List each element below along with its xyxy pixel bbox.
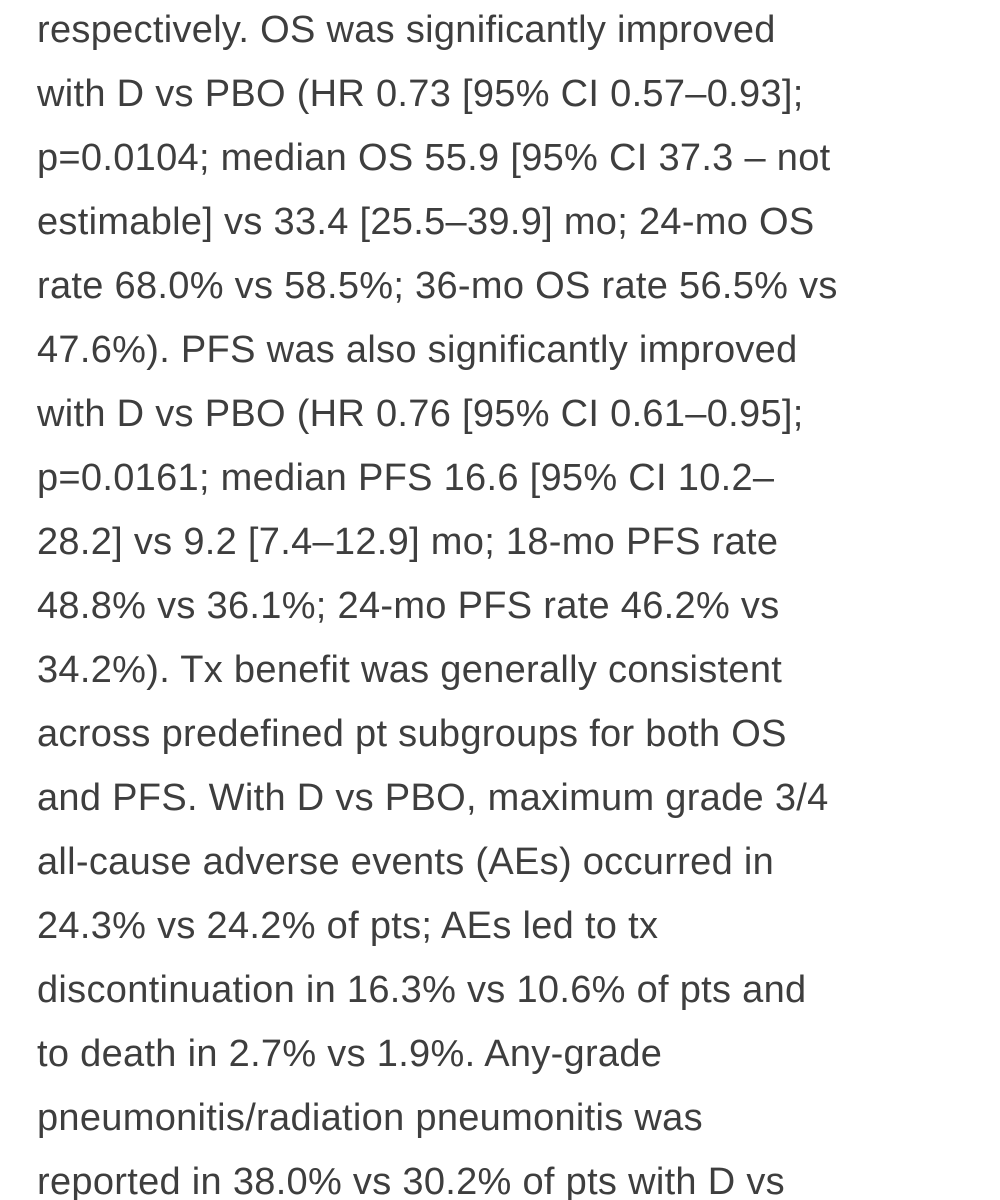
text-line: p=0.0161; median PFS 16.6 [95% CI 10.2–	[37, 457, 775, 499]
text-line: to death in 2.7% vs 1.9%. Any-grade	[37, 1033, 663, 1075]
text-line: 24.3% vs 24.2% of pts; AEs led to tx	[37, 905, 659, 947]
text-line: estimable] vs 33.4 [25.5–39.9] mo; 24-mo…	[37, 201, 815, 243]
text-line: 34.2%). Tx benefit was generally consist…	[37, 649, 783, 691]
text-line: respectively. OS was significantly impro…	[37, 9, 776, 51]
text-line: 48.8% vs 36.1%; 24-mo PFS rate 46.2% vs	[37, 585, 780, 627]
text-line: pneumonitis/radiation pneumonitis was	[37, 1097, 703, 1139]
text-line: and PFS. With D vs PBO, maximum grade 3/…	[37, 777, 829, 819]
text-line: with D vs PBO (HR 0.76 [95% CI 0.61–0.95…	[37, 393, 804, 435]
text-line: 28.2] vs 9.2 [7.4–12.9] mo; 18-mo PFS ra…	[37, 521, 779, 563]
text-line: reported in 38.0% vs 30.2% of pts with D…	[37, 1161, 785, 1200]
text-line: across predefined pt subgroups for both …	[37, 713, 787, 755]
text-line: discontinuation in 16.3% vs 10.6% of pts…	[37, 969, 807, 1011]
text-line: 47.6%). PFS was also significantly impro…	[37, 329, 798, 371]
text-line: rate 68.0% vs 58.5%; 36-mo OS rate 56.5%…	[37, 265, 838, 307]
text-line: with D vs PBO (HR 0.73 [95% CI 0.57–0.93…	[37, 73, 804, 115]
text-line: all-cause adverse events (AEs) occurred …	[37, 841, 775, 883]
abstract-text: respectively. OS was significantly impro…	[37, 0, 987, 1200]
text-line: p=0.0104; median OS 55.9 [95% CI 37.3 – …	[37, 137, 831, 179]
